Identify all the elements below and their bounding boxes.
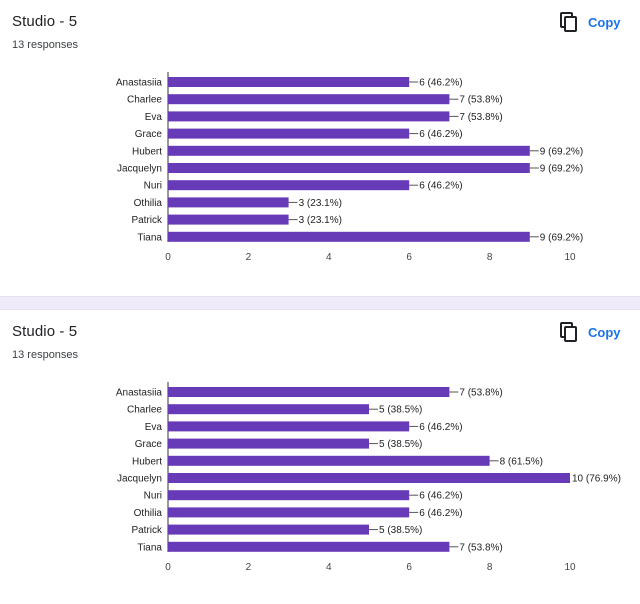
data-label: 3 (23.1%) xyxy=(299,215,342,226)
chart-card-1: Studio - 5 13 responses Copy Anastasiia 6… xyxy=(0,0,640,296)
x-tick-label: 8 xyxy=(487,252,493,263)
bar xyxy=(168,387,450,397)
copy-icon xyxy=(560,12,578,32)
card-title: Studio - 5 xyxy=(12,323,78,340)
category-label: Eva xyxy=(145,422,163,433)
bar-chart: Anastasiia 7 (53.8%) Charlee 5 (38.5%) Eva 6 … xyxy=(116,382,621,573)
category-label: Patrick xyxy=(131,215,163,226)
bar xyxy=(168,421,410,432)
category-label: Jacquelyn xyxy=(117,164,162,175)
data-label: 7 (53.8%) xyxy=(459,95,502,106)
x-tick-label: 6 xyxy=(406,562,412,573)
response-count: 13 responses xyxy=(12,39,79,51)
x-tick-label: 4 xyxy=(326,252,332,263)
category-label: Grace xyxy=(135,439,163,450)
bar xyxy=(168,180,410,191)
bar xyxy=(168,214,289,225)
copy-icon xyxy=(560,322,578,342)
x-tick-label: 10 xyxy=(564,562,576,573)
bar xyxy=(168,111,450,122)
category-label: Nuri xyxy=(144,181,162,192)
bar xyxy=(168,541,450,552)
data-label: 6 (46.2%) xyxy=(419,491,462,502)
bar xyxy=(168,128,410,139)
data-label: 7 (53.8%) xyxy=(459,112,502,123)
card-title: Studio - 5 xyxy=(12,13,78,30)
category-label: Hubert xyxy=(132,456,162,467)
bar xyxy=(168,94,450,105)
category-label: Eva xyxy=(145,112,163,123)
data-label: 6 (46.2%) xyxy=(419,181,462,192)
category-label: Patrick xyxy=(131,525,163,536)
bar xyxy=(168,438,369,449)
bar xyxy=(168,507,410,518)
bar xyxy=(168,77,410,87)
card-separator xyxy=(0,296,640,310)
data-label: 9 (69.2%) xyxy=(540,232,583,243)
copy-label: Copy xyxy=(588,324,621,340)
bar xyxy=(168,197,289,208)
data-label: 9 (69.2%) xyxy=(540,164,583,175)
x-tick-label: 0 xyxy=(165,252,171,263)
data-label: 8 (61.5%) xyxy=(500,456,543,467)
bar xyxy=(168,524,369,535)
x-tick-label: 2 xyxy=(246,252,252,263)
category-label: Tiana xyxy=(137,232,162,243)
category-label: Anastasiia xyxy=(116,78,163,89)
data-label: 6 (46.2%) xyxy=(419,422,462,433)
data-label: 7 (53.8%) xyxy=(459,388,502,399)
data-label: 9 (69.2%) xyxy=(540,146,583,157)
data-label: 10 (76.9%) xyxy=(572,474,621,485)
category-label: Othilia xyxy=(134,198,163,209)
data-label: 6 (46.2%) xyxy=(419,508,462,519)
category-label: Tiana xyxy=(137,542,162,553)
bar xyxy=(168,145,530,156)
data-label: 3 (23.1%) xyxy=(299,198,342,209)
x-tick-label: 6 xyxy=(406,252,412,263)
data-label: 5 (38.5%) xyxy=(379,439,422,450)
category-label: Jacquelyn xyxy=(117,474,162,485)
copy-label: Copy xyxy=(588,14,621,30)
bar xyxy=(168,404,369,415)
category-label: Charlee xyxy=(127,405,162,416)
bar-chart: Anastasiia 6 (46.2%) Charlee 7 (53.8%) Eva 7 … xyxy=(116,72,583,263)
bar xyxy=(168,473,570,483)
data-label: 5 (38.5%) xyxy=(379,525,422,536)
x-tick-label: 8 xyxy=(487,562,493,573)
category-label: Nuri xyxy=(144,491,162,502)
bar xyxy=(168,231,530,242)
data-label: 6 (46.2%) xyxy=(419,129,462,140)
bar xyxy=(168,490,410,501)
bar xyxy=(168,455,490,466)
x-tick-label: 10 xyxy=(564,252,576,263)
copy-button[interactable]: Copy xyxy=(560,10,626,34)
response-count: 13 responses xyxy=(12,349,79,361)
chart-card-2: Studio - 5 13 responses Copy Anastasiia 7… xyxy=(0,310,640,604)
bar xyxy=(168,163,530,173)
category-label: Charlee xyxy=(127,95,162,106)
category-label: Anastasiia xyxy=(116,388,163,399)
x-tick-label: 4 xyxy=(326,562,332,573)
data-label: 5 (38.5%) xyxy=(379,405,422,416)
x-tick-label: 0 xyxy=(165,562,171,573)
data-label: 6 (46.2%) xyxy=(419,78,462,89)
category-label: Grace xyxy=(135,129,163,140)
category-label: Hubert xyxy=(132,146,162,157)
category-label: Othilia xyxy=(134,508,163,519)
x-tick-label: 2 xyxy=(246,562,252,573)
copy-button[interactable]: Copy xyxy=(560,320,626,344)
data-label: 7 (53.8%) xyxy=(459,542,502,553)
